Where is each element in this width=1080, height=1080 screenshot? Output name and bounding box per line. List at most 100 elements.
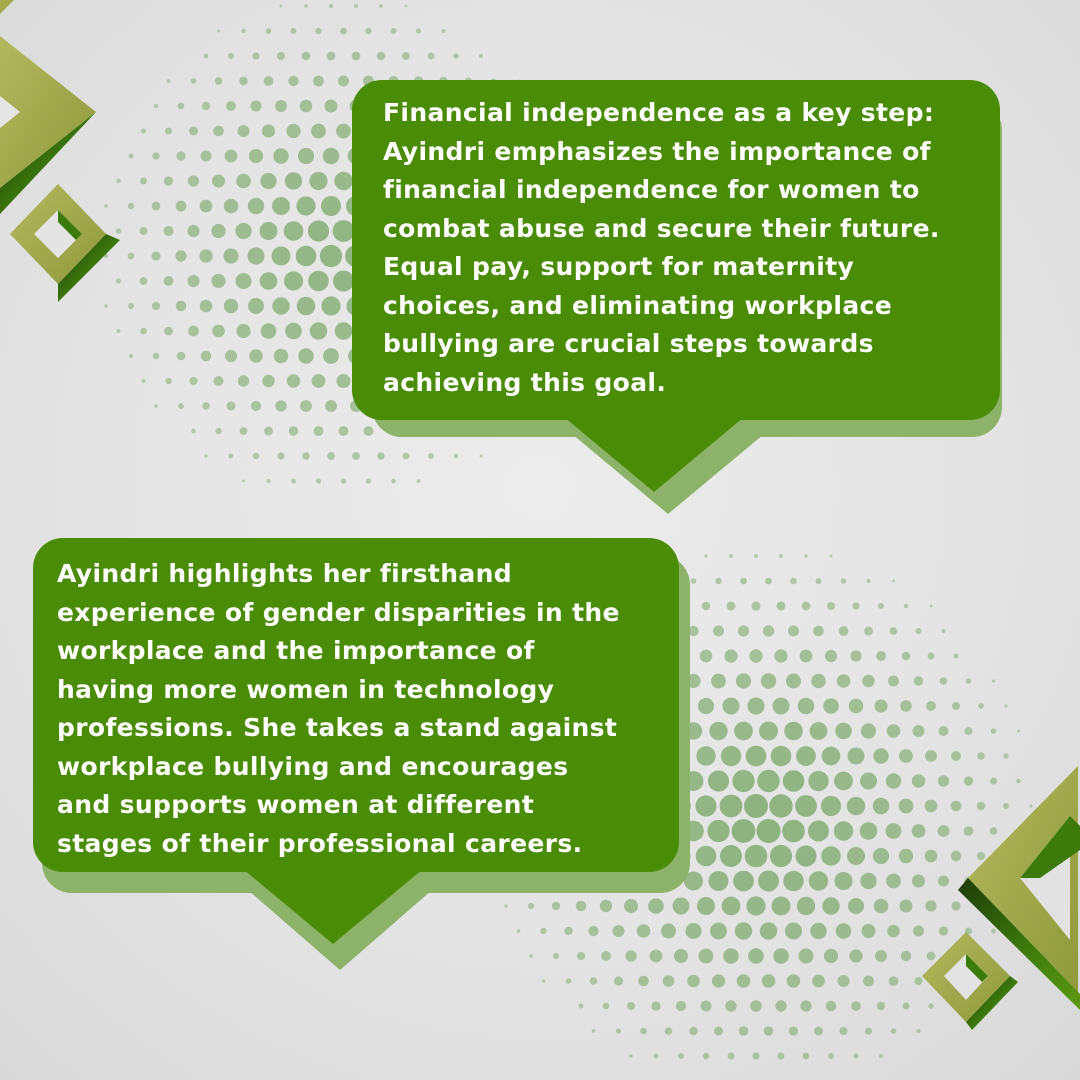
halftone-dot: [709, 721, 728, 741]
halftone-dot: [271, 246, 291, 266]
halftone-dot: [914, 977, 923, 985]
halftone-dot: [762, 625, 775, 637]
halftone-dot: [365, 478, 372, 484]
halftone-dot: [813, 625, 824, 637]
halftone-dot: [941, 628, 946, 634]
halftone-dot: [853, 1053, 859, 1059]
halftone-dot: [788, 1026, 799, 1036]
halftone-dot: [913, 676, 924, 686]
halftone-dot: [575, 900, 587, 912]
halftone-dot: [916, 1028, 921, 1034]
halftone-dot: [252, 52, 260, 60]
halftone-dot: [334, 322, 353, 340]
halftone-dot: [823, 948, 839, 964]
halftone-dot: [178, 403, 184, 409]
halftone-dot: [811, 673, 826, 689]
halftone-dot: [800, 1000, 812, 1012]
halftone-dot: [662, 975, 675, 987]
halftone-dot: [848, 698, 864, 714]
halftone-dot: [226, 101, 236, 111]
halftone-dot: [707, 819, 730, 843]
halftone-dot: [338, 426, 349, 436]
halftone-dot: [552, 952, 560, 960]
halftone-dot: [163, 176, 174, 186]
halftone-dot: [809, 722, 828, 740]
halftone-dot: [951, 751, 961, 761]
halftone-dot: [649, 949, 663, 963]
halftone-dot: [833, 821, 854, 841]
halftone-dot: [937, 825, 950, 837]
halftone-dot: [713, 625, 724, 637]
halftone-dot: [763, 1026, 774, 1036]
halftone-dot: [139, 277, 148, 285]
halftone-dot: [719, 794, 743, 818]
halftone-dot: [875, 950, 887, 962]
halftone-dot: [699, 649, 713, 663]
halftone-dot: [927, 652, 935, 660]
halftone-dot: [453, 453, 459, 459]
halftone-dot: [840, 578, 847, 584]
halftone-dot: [296, 296, 316, 316]
halftone-dot: [846, 796, 866, 816]
halftone-dot: [790, 577, 797, 585]
halftone-dot: [351, 51, 361, 61]
halftone-dot: [629, 1054, 633, 1058]
halftone-dot: [824, 649, 838, 663]
halftone-dot: [612, 925, 625, 937]
halftone-dot: [796, 896, 816, 916]
halftone-dot: [313, 426, 324, 436]
halftone-dot: [925, 750, 937, 762]
halftone-dot: [115, 228, 122, 234]
halftone-dot: [859, 822, 878, 840]
halftone-dot: [938, 926, 949, 936]
halftone-dot: [128, 303, 134, 309]
halftone-dot: [625, 950, 637, 962]
halftone-dot: [140, 177, 147, 185]
halftone-dot: [323, 348, 339, 364]
halftone-dot: [786, 974, 801, 988]
halftone-dot: [311, 123, 326, 139]
halftone-dot: [915, 628, 922, 634]
halftone-dot: [166, 79, 171, 83]
halftone-dot: [696, 746, 716, 766]
halftone-dot: [860, 872, 877, 890]
halftone-dot: [723, 948, 739, 964]
halftone-dot: [711, 974, 726, 988]
halftone-dot: [151, 201, 161, 211]
halftone-dot: [516, 929, 521, 933]
halftone-dot: [203, 53, 209, 59]
halftone-dot: [176, 351, 186, 361]
halftone-dot: [319, 244, 343, 268]
halftone-dot: [865, 1027, 872, 1035]
halftone-dot: [191, 428, 196, 434]
halftone-dot: [901, 651, 911, 661]
halftone-dot: [211, 274, 226, 288]
halftone-dot: [740, 577, 747, 585]
halftone-dot: [860, 723, 877, 739]
halftone-dot: [876, 1001, 886, 1011]
halftone-dot: [821, 846, 841, 866]
halftone-dot: [976, 801, 986, 811]
halftone-dot: [978, 703, 984, 709]
halftone-dot: [783, 870, 804, 892]
halftone-dot: [217, 29, 220, 33]
halftone-dot: [708, 871, 729, 891]
halftone-dot: [749, 649, 763, 663]
halftone-dot: [729, 554, 733, 558]
halftone-dot: [504, 904, 508, 908]
halftone-dot: [1016, 778, 1021, 784]
halftone-dot: [277, 452, 285, 460]
halftone-dot: [861, 924, 876, 938]
halftone-dot: [390, 28, 397, 34]
halftone-dot: [640, 1027, 647, 1035]
halftone-dot: [687, 974, 700, 988]
halftone-dot: [588, 925, 599, 937]
halftone-dot: [262, 374, 275, 388]
halftone-dot: [104, 304, 108, 308]
halftone-dot: [272, 197, 290, 215]
halftone-dot: [672, 897, 690, 915]
halftone-dot: [725, 1000, 737, 1012]
halftone-dot: [892, 579, 895, 583]
halftone-dot: [479, 454, 483, 458]
halftone-dot: [761, 974, 776, 988]
